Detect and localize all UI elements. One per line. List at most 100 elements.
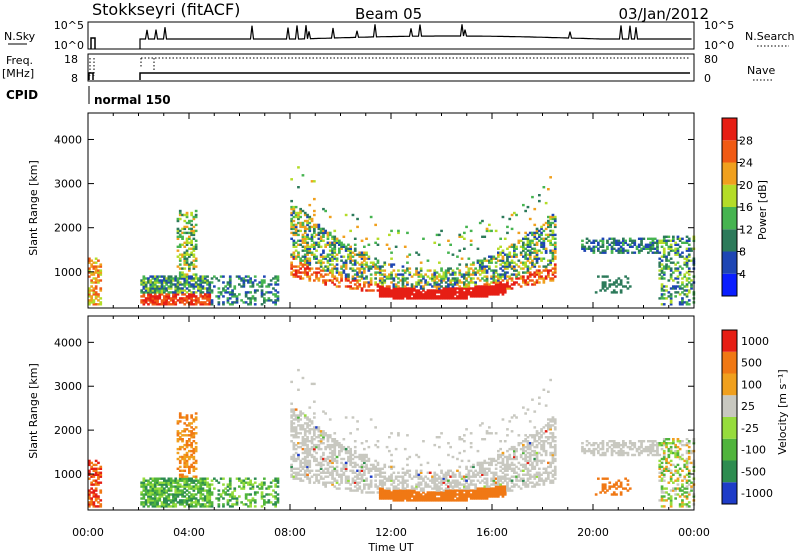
power-cell xyxy=(444,293,448,296)
power-cell xyxy=(317,227,321,231)
velocity-cell xyxy=(92,501,96,504)
power-cell xyxy=(363,263,366,266)
velocity-cell xyxy=(97,471,100,474)
velocity-cell xyxy=(147,479,150,482)
power-cell xyxy=(622,249,625,252)
power-cell xyxy=(347,279,350,282)
velocity-cell xyxy=(303,432,307,435)
power-cell xyxy=(306,247,309,250)
power-cell xyxy=(360,255,364,258)
velocity-cell xyxy=(160,503,164,506)
velocity-cell xyxy=(515,455,518,459)
power-cell xyxy=(353,261,357,264)
power-cell xyxy=(587,239,591,242)
velocity-cell xyxy=(338,442,341,445)
power-cell xyxy=(422,285,425,288)
power-cell xyxy=(222,295,225,298)
velocity-cell xyxy=(476,463,480,467)
power-cell xyxy=(662,251,666,254)
power-cell xyxy=(531,195,534,199)
power-cell xyxy=(176,229,180,233)
power-cell xyxy=(547,259,550,262)
velocity-cell xyxy=(308,451,312,455)
velocity-cell xyxy=(385,479,389,482)
power-cell xyxy=(685,265,689,268)
power-cell xyxy=(619,247,623,250)
velocity-cell xyxy=(297,473,300,476)
power-cell xyxy=(192,273,196,276)
velocity-cell xyxy=(388,497,391,500)
power-cell xyxy=(610,283,614,286)
power-cell xyxy=(390,289,393,292)
power-cell xyxy=(669,295,673,298)
velocity-cell xyxy=(290,463,293,467)
power-cell xyxy=(424,293,427,296)
velocity-cell xyxy=(153,487,157,490)
power-cell xyxy=(399,291,402,294)
power-cell xyxy=(313,209,316,213)
power-cell xyxy=(483,293,487,296)
velocity-cell xyxy=(167,493,171,496)
velocity-cell xyxy=(342,467,346,470)
power-cell xyxy=(660,289,664,292)
velocity-cell xyxy=(274,477,277,480)
velocity-cell xyxy=(451,471,455,474)
power-cell xyxy=(544,249,548,252)
velocity-cell xyxy=(428,479,432,482)
velocity-cell xyxy=(438,491,441,494)
power-cell xyxy=(88,287,91,290)
velocity-cell xyxy=(510,467,514,470)
velocity-cell xyxy=(456,479,459,482)
velocity-cell xyxy=(331,453,334,457)
velocity-cell xyxy=(435,479,439,482)
power-cell xyxy=(338,251,341,254)
velocity-cell xyxy=(238,479,241,482)
velocity-cell xyxy=(274,491,277,494)
power-cell xyxy=(501,255,505,258)
power-cell xyxy=(519,251,523,254)
velocity-cell xyxy=(163,499,166,502)
velocity-cell xyxy=(199,493,203,496)
power-cell xyxy=(394,293,398,296)
velocity-cell xyxy=(351,471,355,474)
power-cell xyxy=(381,281,384,284)
velocity-cell xyxy=(190,442,193,445)
power-cell xyxy=(456,287,459,290)
velocity-cell xyxy=(317,473,321,476)
velocity-cell xyxy=(474,495,477,498)
power-cell xyxy=(88,301,91,304)
velocity-cell xyxy=(206,501,209,504)
power-cell xyxy=(499,291,502,294)
velocity-cell xyxy=(353,440,357,443)
power-cell xyxy=(606,239,609,242)
power-cell xyxy=(156,301,159,304)
velocity-cell xyxy=(151,497,155,500)
velocity-cell xyxy=(169,493,173,496)
power-cell xyxy=(440,229,443,233)
power-cell xyxy=(310,180,314,183)
power-cell xyxy=(90,281,93,284)
velocity-cell xyxy=(460,491,464,494)
velocity-cell xyxy=(458,499,462,502)
power-cell xyxy=(197,289,200,292)
velocity-cell xyxy=(319,461,323,465)
velocity-cell xyxy=(394,485,398,488)
velocity-cell xyxy=(401,489,405,492)
power-cell xyxy=(631,251,634,254)
power-cell xyxy=(481,261,484,264)
power-cell xyxy=(517,277,521,280)
power-cell xyxy=(342,235,346,238)
velocity-cell xyxy=(410,499,414,502)
power-cell xyxy=(206,281,209,284)
power-cell xyxy=(501,269,505,272)
power-cell xyxy=(592,249,596,252)
velocity-cell xyxy=(299,410,302,413)
velocity-cell xyxy=(274,485,277,488)
velocity-cell xyxy=(413,497,416,500)
power-cell xyxy=(687,255,691,258)
velocity-cell xyxy=(408,475,412,478)
velocity-cell xyxy=(438,489,441,492)
velocity-cell xyxy=(501,467,505,470)
power-cell xyxy=(683,241,687,244)
power-cell xyxy=(276,297,280,300)
